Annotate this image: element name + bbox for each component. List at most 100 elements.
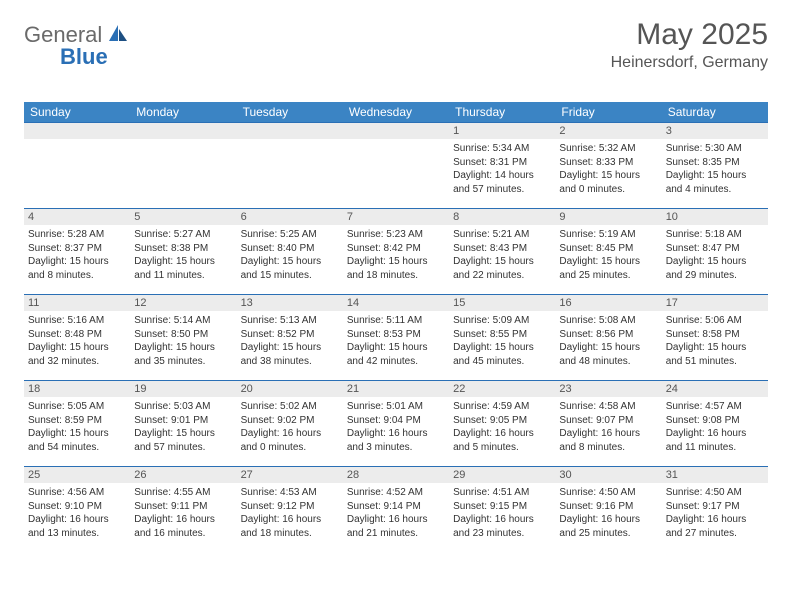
calendar-table: SundayMondayTuesdayWednesdayThursdayFrid… (24, 102, 768, 553)
calendar-body: 1Sunrise: 5:34 AMSunset: 8:31 PMDaylight… (24, 123, 768, 553)
day-header: Wednesday (343, 102, 449, 123)
day-number: 10 (662, 209, 768, 225)
calendar-cell: 17Sunrise: 5:06 AMSunset: 8:58 PMDayligh… (662, 295, 768, 381)
sunrise-text: Sunrise: 5:02 AM (241, 400, 339, 414)
daylight-text: Daylight: 15 hours and 32 minutes. (28, 341, 126, 368)
daylight-text: Daylight: 15 hours and 35 minutes. (134, 341, 232, 368)
calendar-cell: 24Sunrise: 4:57 AMSunset: 9:08 PMDayligh… (662, 381, 768, 467)
day-number: 13 (237, 295, 343, 311)
sail-icon (107, 23, 129, 48)
daylight-text: Daylight: 16 hours and 3 minutes. (347, 427, 445, 454)
day-content: Sunrise: 5:05 AMSunset: 8:59 PMDaylight:… (24, 397, 130, 458)
day-number: 9 (555, 209, 661, 225)
title-block: May 2025 Heinersdorf, Germany (611, 18, 768, 72)
sunset-text: Sunset: 9:15 PM (453, 500, 551, 514)
sunset-text: Sunset: 9:01 PM (134, 414, 232, 428)
sunrise-text: Sunrise: 4:57 AM (666, 400, 764, 414)
sunrise-text: Sunrise: 4:58 AM (559, 400, 657, 414)
sunrise-text: Sunrise: 5:05 AM (28, 400, 126, 414)
day-number: 1 (449, 123, 555, 139)
day-content: Sunrise: 5:03 AMSunset: 9:01 PMDaylight:… (130, 397, 236, 458)
calendar-page: General May 2025 Heinersdorf, Germany Bl… (0, 0, 792, 571)
calendar-cell: 10Sunrise: 5:18 AMSunset: 8:47 PMDayligh… (662, 209, 768, 295)
calendar-cell (343, 123, 449, 209)
calendar-cell: 23Sunrise: 4:58 AMSunset: 9:07 PMDayligh… (555, 381, 661, 467)
calendar-cell: 8Sunrise: 5:21 AMSunset: 8:43 PMDaylight… (449, 209, 555, 295)
day-content: Sunrise: 4:51 AMSunset: 9:15 PMDaylight:… (449, 483, 555, 544)
calendar-cell: 4Sunrise: 5:28 AMSunset: 8:37 PMDaylight… (24, 209, 130, 295)
calendar-week: 11Sunrise: 5:16 AMSunset: 8:48 PMDayligh… (24, 295, 768, 381)
day-content: Sunrise: 5:13 AMSunset: 8:52 PMDaylight:… (237, 311, 343, 372)
day-header: Sunday (24, 102, 130, 123)
day-number: 4 (24, 209, 130, 225)
sunset-text: Sunset: 8:38 PM (134, 242, 232, 256)
day-content: Sunrise: 5:21 AMSunset: 8:43 PMDaylight:… (449, 225, 555, 286)
day-number: 29 (449, 467, 555, 483)
calendar-cell: 16Sunrise: 5:08 AMSunset: 8:56 PMDayligh… (555, 295, 661, 381)
sunrise-text: Sunrise: 4:59 AM (453, 400, 551, 414)
calendar-cell: 5Sunrise: 5:27 AMSunset: 8:38 PMDaylight… (130, 209, 236, 295)
day-content: Sunrise: 5:34 AMSunset: 8:31 PMDaylight:… (449, 139, 555, 200)
sunset-text: Sunset: 9:14 PM (347, 500, 445, 514)
day-number: 28 (343, 467, 449, 483)
calendar-week: 1Sunrise: 5:34 AMSunset: 8:31 PMDaylight… (24, 123, 768, 209)
day-number: 8 (449, 209, 555, 225)
day-content: Sunrise: 4:57 AMSunset: 9:08 PMDaylight:… (662, 397, 768, 458)
sunset-text: Sunset: 9:10 PM (28, 500, 126, 514)
daylight-text: Daylight: 16 hours and 21 minutes. (347, 513, 445, 540)
sunrise-text: Sunrise: 4:55 AM (134, 486, 232, 500)
sunset-text: Sunset: 9:16 PM (559, 500, 657, 514)
day-number: 7 (343, 209, 449, 225)
daylight-text: Daylight: 15 hours and 25 minutes. (559, 255, 657, 282)
daylight-text: Daylight: 16 hours and 5 minutes. (453, 427, 551, 454)
day-number (24, 123, 130, 139)
sunset-text: Sunset: 8:48 PM (28, 328, 126, 342)
calendar-cell: 2Sunrise: 5:32 AMSunset: 8:33 PMDaylight… (555, 123, 661, 209)
day-content: Sunrise: 4:58 AMSunset: 9:07 PMDaylight:… (555, 397, 661, 458)
daylight-text: Daylight: 15 hours and 51 minutes. (666, 341, 764, 368)
calendar-cell: 22Sunrise: 4:59 AMSunset: 9:05 PMDayligh… (449, 381, 555, 467)
daylight-text: Daylight: 15 hours and 38 minutes. (241, 341, 339, 368)
day-content: Sunrise: 5:30 AMSunset: 8:35 PMDaylight:… (662, 139, 768, 200)
calendar-cell: 15Sunrise: 5:09 AMSunset: 8:55 PMDayligh… (449, 295, 555, 381)
sunrise-text: Sunrise: 5:32 AM (559, 142, 657, 156)
day-number: 26 (130, 467, 236, 483)
sunrise-text: Sunrise: 5:13 AM (241, 314, 339, 328)
daylight-text: Daylight: 15 hours and 11 minutes. (134, 255, 232, 282)
sunrise-text: Sunrise: 5:21 AM (453, 228, 551, 242)
day-number: 31 (662, 467, 768, 483)
daylight-text: Daylight: 16 hours and 23 minutes. (453, 513, 551, 540)
calendar-cell: 21Sunrise: 5:01 AMSunset: 9:04 PMDayligh… (343, 381, 449, 467)
sunset-text: Sunset: 8:53 PM (347, 328, 445, 342)
daylight-text: Daylight: 15 hours and 45 minutes. (453, 341, 551, 368)
sunrise-text: Sunrise: 5:25 AM (241, 228, 339, 242)
sunset-text: Sunset: 8:55 PM (453, 328, 551, 342)
sunset-text: Sunset: 8:58 PM (666, 328, 764, 342)
day-content: Sunrise: 5:16 AMSunset: 8:48 PMDaylight:… (24, 311, 130, 372)
day-number: 22 (449, 381, 555, 397)
calendar-cell: 13Sunrise: 5:13 AMSunset: 8:52 PMDayligh… (237, 295, 343, 381)
calendar-cell: 27Sunrise: 4:53 AMSunset: 9:12 PMDayligh… (237, 467, 343, 553)
brand-logo-line2: Blue (24, 44, 108, 70)
day-content: Sunrise: 4:52 AMSunset: 9:14 PMDaylight:… (343, 483, 449, 544)
day-number: 5 (130, 209, 236, 225)
sunrise-text: Sunrise: 5:23 AM (347, 228, 445, 242)
day-content: Sunrise: 5:32 AMSunset: 8:33 PMDaylight:… (555, 139, 661, 200)
sunset-text: Sunset: 8:35 PM (666, 156, 764, 170)
sunset-text: Sunset: 8:52 PM (241, 328, 339, 342)
day-content: Sunrise: 4:59 AMSunset: 9:05 PMDaylight:… (449, 397, 555, 458)
sunrise-text: Sunrise: 4:53 AM (241, 486, 339, 500)
day-content: Sunrise: 5:27 AMSunset: 8:38 PMDaylight:… (130, 225, 236, 286)
daylight-text: Daylight: 15 hours and 22 minutes. (453, 255, 551, 282)
day-content (24, 139, 130, 146)
sunrise-text: Sunrise: 5:08 AM (559, 314, 657, 328)
day-content: Sunrise: 5:01 AMSunset: 9:04 PMDaylight:… (343, 397, 449, 458)
daylight-text: Daylight: 15 hours and 18 minutes. (347, 255, 445, 282)
sunrise-text: Sunrise: 5:09 AM (453, 314, 551, 328)
day-content (237, 139, 343, 146)
calendar-header-row: SundayMondayTuesdayWednesdayThursdayFrid… (24, 102, 768, 123)
day-content: Sunrise: 5:08 AMSunset: 8:56 PMDaylight:… (555, 311, 661, 372)
day-number: 6 (237, 209, 343, 225)
day-content (130, 139, 236, 146)
sunrise-text: Sunrise: 4:50 AM (559, 486, 657, 500)
